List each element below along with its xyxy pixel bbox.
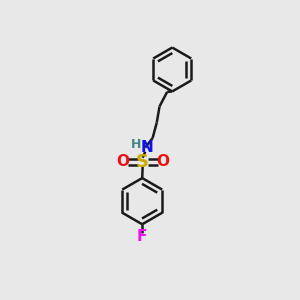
Text: H: H — [131, 138, 142, 151]
Text: O: O — [116, 154, 129, 169]
Text: S: S — [136, 153, 149, 171]
Text: N: N — [141, 140, 153, 155]
Text: O: O — [157, 154, 169, 169]
Text: F: F — [137, 229, 147, 244]
